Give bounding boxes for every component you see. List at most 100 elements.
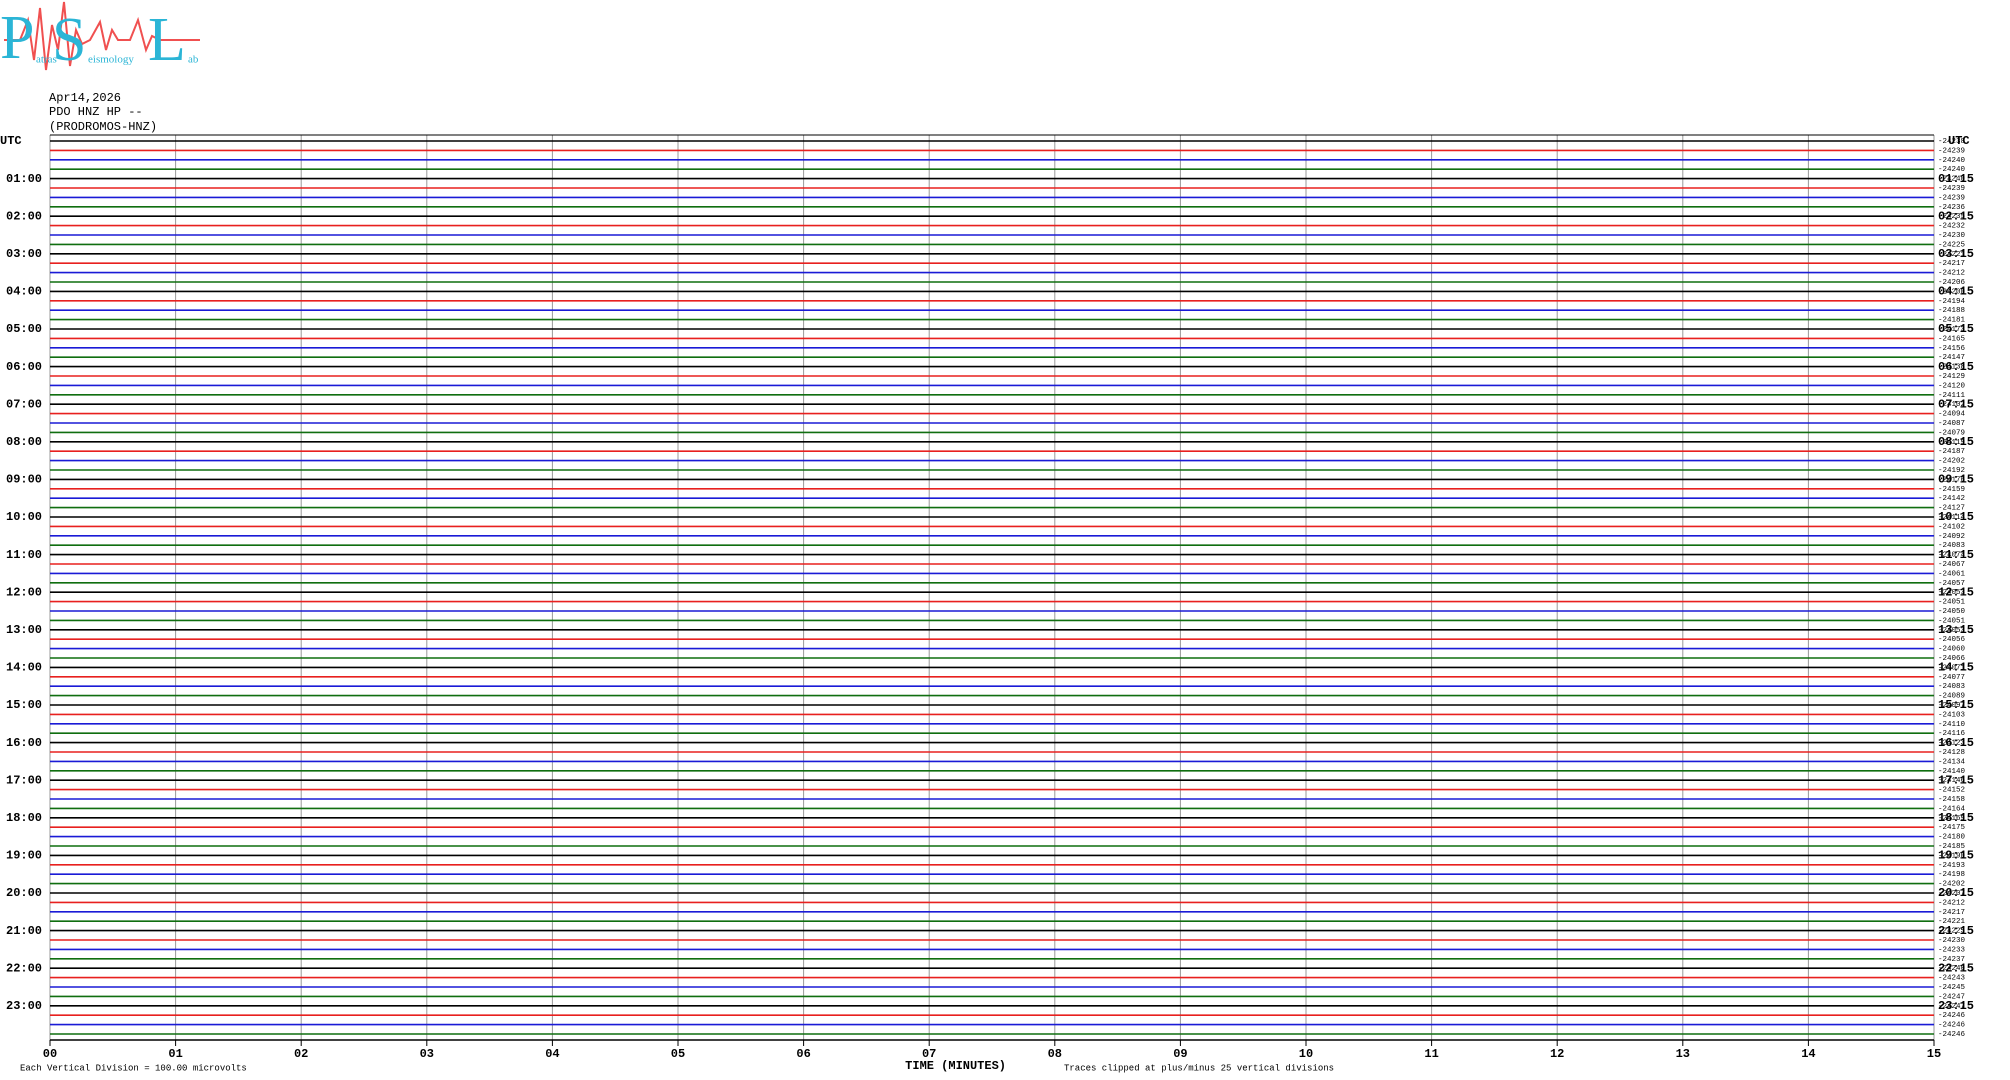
trace-offset: -24237 [1938, 956, 1965, 964]
trace-offset: -24138 [1938, 364, 1965, 372]
hour-label: 03:15 [1938, 247, 1974, 261]
trace-offset: -24225 [1938, 928, 1966, 936]
trace-offset: -24102 [1938, 523, 1965, 531]
hour-label: 20:00 [6, 886, 42, 900]
trace-offset: -24180 [1938, 834, 1966, 842]
trace-offset: -24083 [1938, 683, 1966, 691]
trace-offset: -24057 [1938, 580, 1965, 588]
trace-offset: -24164 [1938, 805, 1966, 813]
trace-offset: -24152 [1938, 787, 1965, 795]
trace-offset: -24238 [1938, 138, 1965, 146]
logo-letter: P [0, 4, 34, 72]
trace-offset: -24181 [1938, 317, 1966, 325]
hour-label: 17:15 [1938, 773, 1974, 787]
x-tick-label: 14 [1801, 1047, 1815, 1061]
logo-word: atras [36, 54, 57, 66]
hour-label: 10:15 [1938, 510, 1974, 524]
trace-offset: -24134 [1938, 758, 1966, 766]
trace-offset: -24140 [1938, 768, 1966, 776]
trace-offset: -24173 [1938, 326, 1966, 334]
x-tick-label: 11 [1424, 1047, 1438, 1061]
trace-offset: -24061 [1938, 570, 1966, 578]
x-tick-label: 10 [1299, 1047, 1313, 1061]
trace-offset: -24217 [1938, 909, 1965, 917]
trace-offset: -24158 [1938, 796, 1965, 804]
trace-offset: -24235 [1938, 213, 1966, 221]
trace-offset: -24074 [1938, 552, 1966, 560]
hour-label: 17:00 [6, 773, 42, 787]
hour-label: 21:15 [1938, 924, 1974, 938]
trace-offset: -24142 [1938, 495, 1965, 503]
hour-label: UTC [0, 134, 22, 148]
trace-offset: -24221 [1938, 251, 1966, 259]
trace-offset: -24239 [1938, 194, 1965, 202]
hour-label: 13:00 [6, 623, 42, 637]
trace-offset: -24212 [1938, 899, 1965, 907]
hour-label: 11:15 [1938, 548, 1974, 562]
trace-offset: -24190 [1938, 852, 1966, 860]
x-tick-label: 04 [545, 1047, 559, 1061]
trace-offset: -24119 [1938, 439, 1965, 447]
hour-label: 22:00 [6, 961, 42, 975]
hour-label: 09:15 [1938, 473, 1974, 487]
hour-label: 23:00 [6, 999, 42, 1013]
scale-note: Each Vertical Division = 100.00 microvol… [20, 1063, 247, 1073]
trace-offset: -24207 [1938, 890, 1965, 898]
hour-label: 23:15 [1938, 999, 1974, 1013]
hour-label: 05:00 [6, 322, 42, 336]
trace-offset: -24217 [1938, 260, 1965, 268]
hour-label: 16:15 [1938, 736, 1974, 750]
trace-offset: -24147 [1938, 354, 1965, 362]
trace-offset: -24169 [1938, 815, 1965, 823]
trace-offset: -24243 [1938, 975, 1966, 983]
trace-offset: -24083 [1938, 542, 1966, 550]
hour-label: 13:15 [1938, 623, 1974, 637]
x-tick-label: 13 [1676, 1047, 1690, 1061]
hour-label: 10:00 [6, 510, 42, 524]
trace-offset: -24077 [1938, 674, 1965, 682]
trace-offset: -24193 [1938, 862, 1966, 870]
hour-label: 08:00 [6, 435, 42, 449]
x-tick-label: 06 [796, 1047, 810, 1061]
trace-offset: -24233 [1938, 946, 1966, 954]
hour-label: 03:00 [6, 247, 42, 261]
hour-label: 02:00 [6, 209, 42, 223]
hour-label: UTC [1948, 134, 1970, 148]
hour-label: 16:00 [6, 736, 42, 750]
hour-label: 07:00 [6, 397, 42, 411]
hour-label: 06:15 [1938, 360, 1974, 374]
trace-offset: -24212 [1938, 270, 1965, 278]
x-tick-label: 09 [1173, 1047, 1187, 1061]
hour-label: 09:00 [6, 473, 42, 487]
trace-offset: -24067 [1938, 561, 1965, 569]
trace-offset: -24240 [1938, 176, 1966, 184]
trace-offset: -24120 [1938, 382, 1966, 390]
trace-offset: -24221 [1938, 918, 1966, 926]
trace-offset: -24239 [1938, 147, 1965, 155]
trace-offset: -24053 [1938, 589, 1966, 597]
trace-offset: -24110 [1938, 721, 1966, 729]
logo-letter: L [148, 6, 186, 74]
hour-label: 07:15 [1938, 397, 1974, 411]
trace-offset: -24240 [1938, 166, 1966, 174]
x-tick-label: 15 [1927, 1047, 1941, 1061]
trace-offset: -24056 [1938, 636, 1966, 644]
trace-offset: -24246 [1938, 1012, 1966, 1020]
trace-offset: -24103 [1938, 711, 1966, 719]
trace-offset: -24127 [1938, 505, 1965, 513]
x-axis-label: TIME (MINUTES) [905, 1059, 1006, 1073]
hour-label: 01:15 [1938, 172, 1974, 186]
trace-offset: -24051 [1938, 617, 1966, 625]
trace-offset: -24092 [1938, 533, 1965, 541]
trace-offset: -24089 [1938, 693, 1965, 701]
trace-offset: -24206 [1938, 279, 1966, 287]
trace-offset: -24247 [1938, 1003, 1965, 1011]
trace-offset: -24114 [1938, 514, 1966, 522]
hour-label: 18:00 [6, 811, 42, 825]
hour-label: 02:15 [1938, 209, 1974, 223]
trace-offset: -24165 [1938, 335, 1966, 343]
trace-offset: -24187 [1938, 448, 1965, 456]
hour-label: 04:15 [1938, 285, 1974, 299]
x-tick-label: 12 [1550, 1047, 1564, 1061]
